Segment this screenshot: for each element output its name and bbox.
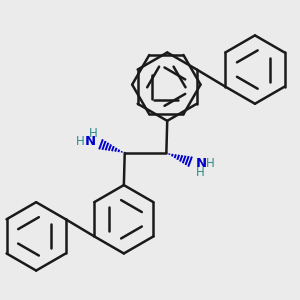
Text: H: H xyxy=(206,157,214,169)
Text: N: N xyxy=(196,157,207,169)
Text: N: N xyxy=(85,135,96,148)
Text: H: H xyxy=(196,166,205,178)
Text: H: H xyxy=(89,127,98,140)
Text: H: H xyxy=(76,135,85,148)
